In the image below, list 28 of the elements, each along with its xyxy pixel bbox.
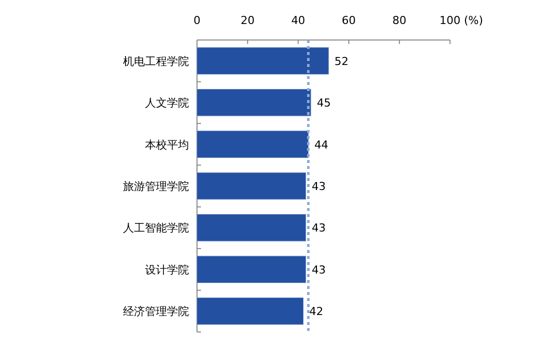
bar: [196, 47, 329, 74]
x-tick-label: 20: [240, 14, 255, 27]
x-tick-label: 0: [194, 14, 200, 27]
y-tick-label: 机电工程学院: [123, 54, 189, 68]
x-tick-label: 60: [342, 14, 356, 27]
bar: [196, 130, 309, 158]
data-label: 43: [312, 180, 326, 193]
bar: [196, 256, 306, 284]
y-tick-label: 本校平均: [145, 138, 189, 152]
y-tick-label: 人工智能学院: [123, 222, 189, 235]
bar: [196, 298, 304, 325]
x-tick-label: 80: [392, 14, 406, 27]
data-label: 43: [312, 263, 326, 276]
bar: [196, 172, 306, 200]
y-tick-label: 经济管理学院: [123, 305, 189, 318]
y-tick-label: 人文学院: [145, 96, 189, 110]
data-label: 44: [314, 138, 328, 152]
data-label: 45: [316, 96, 331, 110]
data-label: 42: [309, 305, 324, 318]
x-axis-title: (%): [464, 14, 484, 27]
y-tick-label: 旅游管理学院: [123, 180, 189, 193]
bar: [196, 214, 306, 242]
y-tick-label: 设计学院: [145, 263, 189, 276]
x-tick-label: 100: [440, 14, 460, 27]
x-tick-label: 40: [291, 14, 306, 27]
bar: [196, 88, 312, 116]
data-label: 52: [334, 54, 349, 68]
data-label: 43: [312, 222, 326, 235]
